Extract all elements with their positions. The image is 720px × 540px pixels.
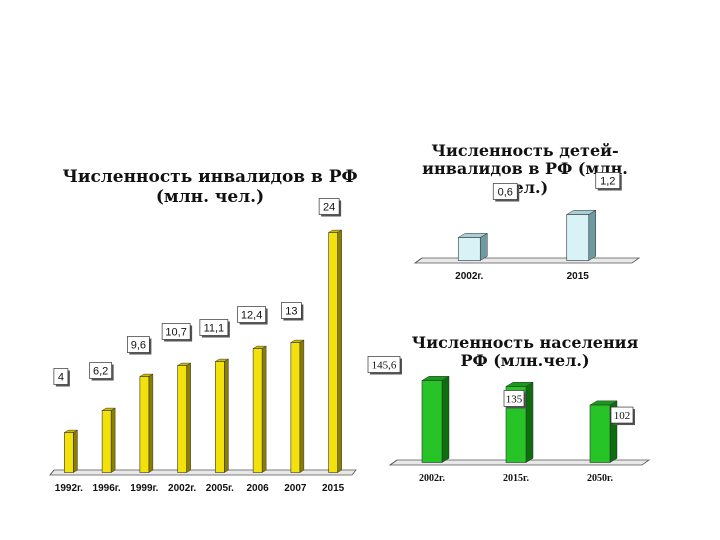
bar-side — [299, 339, 305, 473]
x-tick-label: 2002г. — [168, 483, 196, 494]
bar — [101, 410, 112, 473]
bar — [290, 342, 301, 473]
data-label-box — [127, 336, 150, 353]
data-label-box — [161, 323, 191, 340]
chart-floor — [49, 469, 357, 476]
bar-side — [186, 362, 191, 473]
bar — [177, 365, 187, 473]
axis-corner — [389, 459, 398, 466]
x-tick-label: 2015 — [567, 271, 590, 282]
population-chart-title: Численность населения РФ (млн.чел.) — [411, 333, 639, 371]
data-label-box — [89, 362, 112, 379]
bar-side — [480, 232, 488, 261]
data-label: 4 — [58, 372, 64, 384]
data-label-box — [281, 302, 302, 319]
data-label: 11,1 — [204, 323, 225, 335]
bar-side — [110, 407, 116, 473]
x-tick-label: 2015 — [322, 483, 345, 494]
bar-side — [337, 229, 342, 473]
bar-side — [588, 209, 596, 261]
bar — [252, 348, 263, 473]
data-label: 102 — [614, 410, 631, 422]
children-chart-title: Численность детей-инвалидов в РФ (млн. ч… — [422, 141, 628, 197]
data-label: 10,7 — [165, 327, 186, 339]
bar — [457, 237, 481, 261]
data-label-box — [492, 183, 518, 200]
data-label-box — [367, 356, 401, 373]
chart-floor — [413, 257, 641, 264]
bar-side — [261, 345, 267, 473]
data-label: 135 — [506, 393, 523, 405]
data-label-box — [199, 319, 229, 336]
population-chart: 2002г. 145,6 2015г. 135 2050г. 102 — [367, 356, 651, 484]
data-label: 12,4 — [241, 310, 262, 322]
x-tick-label: 2007 — [284, 483, 307, 494]
x-tick-label: 1996г. — [93, 483, 121, 494]
bar — [589, 404, 611, 463]
data-label: 13 — [285, 306, 297, 318]
x-tick-label: 2006 — [247, 483, 270, 494]
data-label: 145,6 — [372, 360, 397, 372]
bar — [328, 232, 338, 473]
x-tick-label: 2002г. — [419, 473, 445, 484]
disabled-chart-title: Численность инвалидов в РФ (млн. чел.) — [62, 167, 358, 207]
x-tick-label: 2002г. — [455, 271, 483, 282]
x-tick-label: 2015г. — [503, 473, 529, 484]
bar — [64, 432, 74, 473]
bar — [215, 361, 225, 473]
data-label-box — [503, 390, 525, 407]
children-chart: 2002г. 0,6 2015 1,2 — [413, 172, 641, 282]
x-tick-label: 2005г. — [206, 483, 234, 494]
data-label-box — [595, 172, 621, 189]
data-label: 24 — [323, 202, 335, 214]
data-label: 1,2 — [600, 176, 615, 188]
x-tick-label: 1999г. — [130, 483, 158, 494]
data-label-box — [237, 306, 266, 323]
bar-side — [148, 373, 154, 473]
axis-corner — [414, 257, 423, 264]
data-label-box — [610, 406, 634, 424]
bar-side — [525, 381, 534, 463]
bar-side — [224, 358, 229, 473]
data-label: 0,6 — [498, 187, 513, 199]
bar — [421, 380, 443, 463]
x-tick-label: 1992г. — [55, 483, 83, 494]
bar-side — [73, 429, 78, 473]
data-label-box — [53, 368, 69, 385]
x-tick-label: 2050г. — [587, 473, 613, 484]
bar-side — [441, 375, 450, 463]
bar — [566, 214, 590, 261]
data-label: 6,2 — [93, 366, 108, 378]
data-label-box — [318, 198, 340, 215]
bar — [139, 376, 150, 473]
data-label: 9,6 — [131, 340, 146, 352]
disabled-chart: 1992г. 4 1996г. 6,2 1999г. 9,6 2002г. 10,7 2005г… — [49, 198, 357, 494]
axis-corner — [49, 469, 55, 476]
